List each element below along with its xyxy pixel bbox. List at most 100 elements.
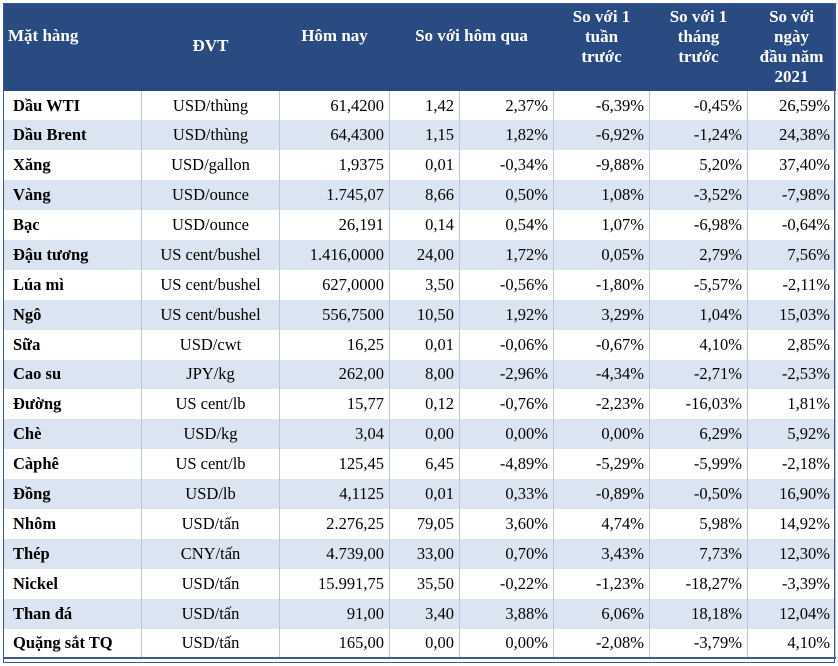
cell-change-percent: -0,22% (459, 568, 554, 599)
cell-unit: US cent/bushel (141, 239, 280, 270)
cell-unit: US cent/lb (141, 389, 280, 420)
header-item: Mặt hàng (3, 3, 142, 91)
cell-today-price: 262,00 (279, 359, 390, 390)
cell-item-name: Dầu Brent (3, 120, 142, 151)
table-row: Than đá USD/tấn 91,00 3,40 3,88% 6,06% 18,18% 1… (3, 598, 836, 629)
cell-change: 0,12 (389, 389, 460, 420)
cell-change-percent: 1,92% (459, 299, 554, 330)
cell-change: 1,15 (389, 120, 460, 151)
cell-unit: JPY/kg (141, 359, 280, 390)
cell-change-percent: 1,82% (459, 120, 554, 151)
cell-vs-week: -2,08% (553, 628, 650, 660)
table-row: Cao su JPY/kg 262,00 8,00 -2,96% -4,34% -2,71%… (3, 359, 836, 390)
header-vs-month: So với 1 tháng trước (649, 3, 748, 91)
cell-today-price: 3,04 (279, 419, 390, 450)
cell-change-percent: 0,54% (459, 210, 554, 240)
cell-change-percent: 0,00% (459, 628, 554, 660)
cell-today-price: 1.416,0000 (279, 239, 390, 270)
cell-change-percent: 2,37% (459, 90, 554, 121)
cell-vs-year-start: -2,53% (747, 359, 836, 390)
cell-change-percent: 0,33% (459, 479, 554, 509)
header-vs-year-line1: So với (769, 7, 814, 26)
header-vs-week-line2: tuần (584, 27, 619, 46)
cell-vs-week: 4,74% (553, 508, 650, 539)
cell-vs-month: 7,73% (649, 538, 748, 569)
table-row: Càphê US cent/lb 125,45 6,45 -4,89% -5,29% -5,… (3, 449, 836, 480)
cell-vs-month: 5,98% (649, 508, 748, 539)
cell-change-percent: -2,96% (459, 359, 554, 390)
cell-unit: US cent/bushel (141, 269, 280, 300)
cell-change: 24,00 (389, 239, 460, 270)
table-row: Dầu WTI USD/thùng 61,4200 1,42 2,37% -6,39% -0… (3, 90, 836, 121)
cell-vs-week: -9,88% (553, 150, 650, 181)
cell-vs-month: -5,99% (649, 449, 748, 480)
cell-vs-month: -5,57% (649, 269, 748, 300)
cell-vs-month: 5,20% (649, 150, 748, 181)
cell-vs-week: -4,34% (553, 359, 650, 390)
cell-vs-year-start: -2,18% (747, 449, 836, 480)
cell-item-name: Dầu WTI (3, 90, 142, 121)
header-vs-yesterday: So với hôm qua (389, 3, 554, 91)
cell-change: 0,01 (389, 150, 460, 181)
cell-vs-week: -0,67% (553, 329, 650, 360)
header-vs-month-line3: trước (678, 47, 719, 66)
header-vs-week: So với 1 tuần trước (553, 3, 650, 91)
cell-item-name: Sữa (3, 329, 142, 360)
cell-vs-month: -2,71% (649, 359, 748, 390)
cell-today-price: 1,9375 (279, 150, 390, 181)
cell-unit: USD/tấn (141, 568, 280, 599)
cell-vs-week: 0,00% (553, 419, 650, 450)
table-row: Vàng USD/ounce 1.745,07 8,66 0,50% 1,08% -3,52… (3, 180, 836, 211)
cell-today-price: 4,1125 (279, 479, 390, 509)
cell-today-price: 125,45 (279, 449, 390, 480)
cell-change-percent: 0,50% (459, 180, 554, 211)
cell-vs-month: -16,03% (649, 389, 748, 420)
cell-change: 33,00 (389, 538, 460, 569)
cell-vs-year-start: 5,92% (747, 419, 836, 450)
cell-item-name: Nickel (3, 568, 142, 599)
cell-vs-month: -0,50% (649, 479, 748, 509)
table-row: Nhôm USD/tấn 2.276,25 79,05 3,60% 4,74% 5,98% 1… (3, 508, 836, 539)
cell-change: 79,05 (389, 508, 460, 539)
cell-change: 8,66 (389, 180, 460, 211)
cell-unit: USD/tấn (141, 628, 280, 660)
header-vs-week-line1: So với 1 (572, 7, 631, 26)
cell-change: 0,01 (389, 329, 460, 360)
cell-change-percent: -0,56% (459, 269, 554, 300)
cell-today-price: 2.276,25 (279, 508, 390, 539)
cell-vs-week: -1,23% (553, 568, 650, 599)
cell-vs-year-start: 12,30% (747, 538, 836, 569)
cell-vs-year-start: 26,59% (747, 90, 836, 121)
cell-vs-week: 3,43% (553, 538, 650, 569)
commodity-price-table: Mặt hàng ĐVT Hôm nay So với hôm qua So v… (3, 3, 836, 660)
cell-item-name: Đồng (3, 479, 142, 509)
header-vs-month-line2: tháng (677, 27, 720, 46)
cell-vs-week: 1,07% (553, 210, 650, 240)
header-vs-year-line2: ngày (774, 27, 809, 46)
cell-vs-year-start: 14,92% (747, 508, 836, 539)
cell-item-name: Càphê (3, 449, 142, 480)
cell-change: 0,14 (389, 210, 460, 240)
table-row: Bạc USD/ounce 26,191 0,14 0,54% 1,07% -6,98% -0… (3, 210, 836, 240)
cell-change: 8,00 (389, 359, 460, 390)
cell-today-price: 627,0000 (279, 269, 390, 300)
cell-change-percent: 1,72% (459, 239, 554, 270)
cell-change: 10,50 (389, 299, 460, 330)
cell-vs-month: 6,29% (649, 419, 748, 450)
cell-unit: CNY/tấn (141, 538, 280, 569)
table-row: Ngô US cent/bushel 556,7500 10,50 1,92% 3,29%… (3, 299, 836, 330)
table-row: Đường US cent/lb 15,77 0,12 -0,76% -2,23% -16,… (3, 389, 836, 420)
cell-unit: USD/gallon (141, 150, 280, 181)
cell-vs-month: 4,10% (649, 329, 748, 360)
table-row: Dầu Brent USD/thùng 64,4300 1,15 1,82% -6,92%… (3, 120, 836, 151)
cell-item-name: Cao su (3, 359, 142, 390)
cell-vs-week: -0,89% (553, 479, 650, 509)
cell-change: 6,45 (389, 449, 460, 480)
cell-unit: US cent/lb (141, 449, 280, 480)
table-row: Xăng USD/gallon 1,9375 0,01 -0,34% -9,88% 5,20… (3, 150, 836, 181)
cell-unit: US cent/bushel (141, 299, 280, 330)
header-unit: ĐVT (141, 3, 280, 91)
cell-unit: USD/kg (141, 419, 280, 450)
cell-item-name: Xăng (3, 150, 142, 181)
cell-item-name: Than đá (3, 598, 142, 629)
